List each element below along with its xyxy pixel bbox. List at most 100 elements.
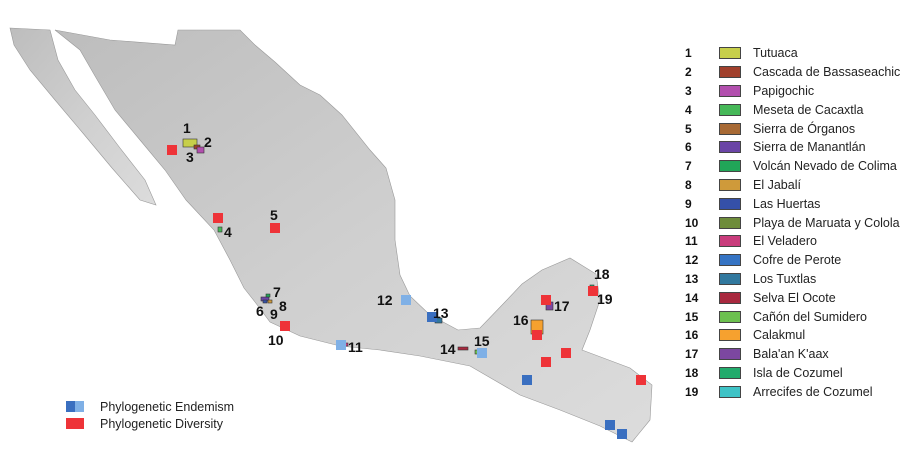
area-number-label: 8 (279, 298, 287, 314)
area-number-label: 11 (348, 339, 363, 355)
diversity-marker (532, 330, 542, 340)
protected-area-polygon (267, 299, 273, 304)
legend-swatch (719, 141, 741, 154)
diversity-marker (270, 223, 280, 233)
legend-swatch (719, 329, 741, 342)
legend-item: 6 Sierra de Manantlán (683, 138, 900, 157)
legend-item: 14 Selva El Ocote (683, 288, 900, 307)
protected-area-polygon (265, 293, 271, 298)
legend-number: 11 (685, 234, 698, 249)
legend-area-name: Cofre de Perote (753, 253, 842, 268)
endemism-marker (477, 348, 487, 358)
legend-item: 5 Sierra de Órganos (683, 119, 900, 138)
mexico-mainland (54, 29, 653, 443)
legend-number: 7 (685, 159, 692, 174)
legend-number: 8 (685, 177, 692, 192)
legend-phylogenetic-diversity: Phylogenetic Diversity (66, 415, 234, 432)
legend-area-name: Cañón del Sumidero (753, 309, 867, 324)
legend-area-name: Volcán Nevado de Colima (753, 159, 897, 174)
legend-area-name: Papigochic (753, 83, 815, 98)
area-number-label: 10 (268, 332, 284, 348)
legend-swatch (719, 348, 741, 361)
endemism-marker (605, 420, 615, 430)
legend-area-name: El Jabalí (753, 177, 801, 192)
legend-number: 12 (685, 253, 699, 268)
diversity-swatch (66, 418, 84, 429)
area-number-label: 2 (204, 134, 212, 150)
area-number-label: 7 (273, 284, 281, 300)
legend-area-name: Cascada de Bassaseachic (753, 65, 901, 80)
legend-item: 12 Cofre de Perote (683, 251, 900, 270)
legend-number: 9 (685, 196, 692, 211)
area-number-label: 17 (554, 298, 570, 314)
legend-area-name: Arrecifes de Cozumel (753, 384, 873, 399)
legend-item: 15 Cañón del Sumidero (683, 307, 900, 326)
legend-number: 5 (685, 121, 692, 136)
legend-swatch (719, 122, 741, 135)
endemism-marker (617, 429, 627, 439)
legend-swatch (719, 66, 741, 79)
legend-number: 13 (685, 271, 699, 286)
endemism-marker (401, 295, 411, 305)
legend-area-name: Tutuaca (753, 46, 798, 61)
legend-area-name: Los Tuxtlas (753, 271, 817, 286)
legend-area-name: Las Huertas (753, 196, 821, 211)
legend-item: 4 Meseta de Cacaxtla (683, 100, 900, 119)
legend-number: 17 (685, 347, 699, 362)
area-number-label: 12 (377, 292, 393, 308)
diversity-marker (167, 145, 177, 155)
legend-item: 16 Calakmul (683, 326, 900, 345)
legend-area-name: Calakmul (753, 328, 806, 343)
diversity-marker (588, 286, 598, 296)
area-number-label: 13 (433, 305, 449, 321)
legend-area-name: Playa de Maruata y Colola (753, 215, 900, 230)
diversity-marker (636, 375, 646, 385)
area-number-label: 9 (270, 306, 278, 322)
protected-area-polygon (182, 138, 198, 148)
area-number-label: 4 (224, 224, 232, 240)
baja-california-peninsula (9, 27, 157, 206)
legend-area-name: Bala'an K'aax (753, 347, 829, 362)
legend-number: 2 (685, 65, 692, 80)
legend-swatch (719, 366, 741, 379)
diversity-marker (280, 321, 290, 331)
legend-area-name: Selva El Ocote (753, 290, 836, 305)
metric-legend: Phylogenetic Endemism Phylogenetic Diver… (66, 398, 234, 432)
legend-item: 11 El Veladero (683, 232, 900, 251)
legend-swatch (719, 235, 741, 248)
legend-label: Phylogenetic Endemism (100, 399, 235, 414)
legend-swatch (719, 103, 741, 116)
legend-area-name: Isla de Cozumel (753, 365, 843, 380)
legend-number: 15 (685, 309, 699, 324)
legend-swatch (719, 84, 741, 97)
legend-number: 3 (685, 83, 692, 98)
legend-item: 9 Las Huertas (683, 194, 900, 213)
legend-swatch (719, 160, 741, 173)
legend-swatch (719, 272, 741, 285)
area-number-label: 5 (270, 207, 278, 223)
legend-item: 13 Los Tuxtlas (683, 270, 900, 289)
diversity-marker (213, 213, 223, 223)
area-number-label: 14 (440, 341, 456, 357)
protected-areas-legend: 1 Tutuaca 2 Cascada de Bassaseachic 3 Papigoc… (683, 44, 900, 401)
legend-number: 1 (685, 46, 692, 61)
area-number-label: 16 (513, 312, 529, 328)
legend-swatch (719, 310, 741, 323)
endemism-marker (522, 375, 532, 385)
legend-item: 7 Volcán Nevado de Colima (683, 157, 900, 176)
protected-area-polygon (262, 299, 268, 304)
area-number-label: 3 (186, 149, 194, 165)
legend-number: 10 (685, 215, 699, 230)
legend-item: 1 Tutuaca (683, 44, 900, 63)
diversity-marker (561, 348, 571, 358)
legend-area-name: Sierra de Órganos (753, 121, 856, 136)
legend-number: 6 (685, 140, 692, 155)
legend-number: 16 (685, 328, 699, 343)
protected-area-polygon (457, 346, 469, 351)
protected-area-polygon (196, 146, 205, 154)
area-number-label: 19 (597, 291, 613, 307)
legend-number: 18 (685, 365, 699, 380)
legend-swatch (719, 385, 741, 398)
endemism-marker (336, 340, 346, 350)
